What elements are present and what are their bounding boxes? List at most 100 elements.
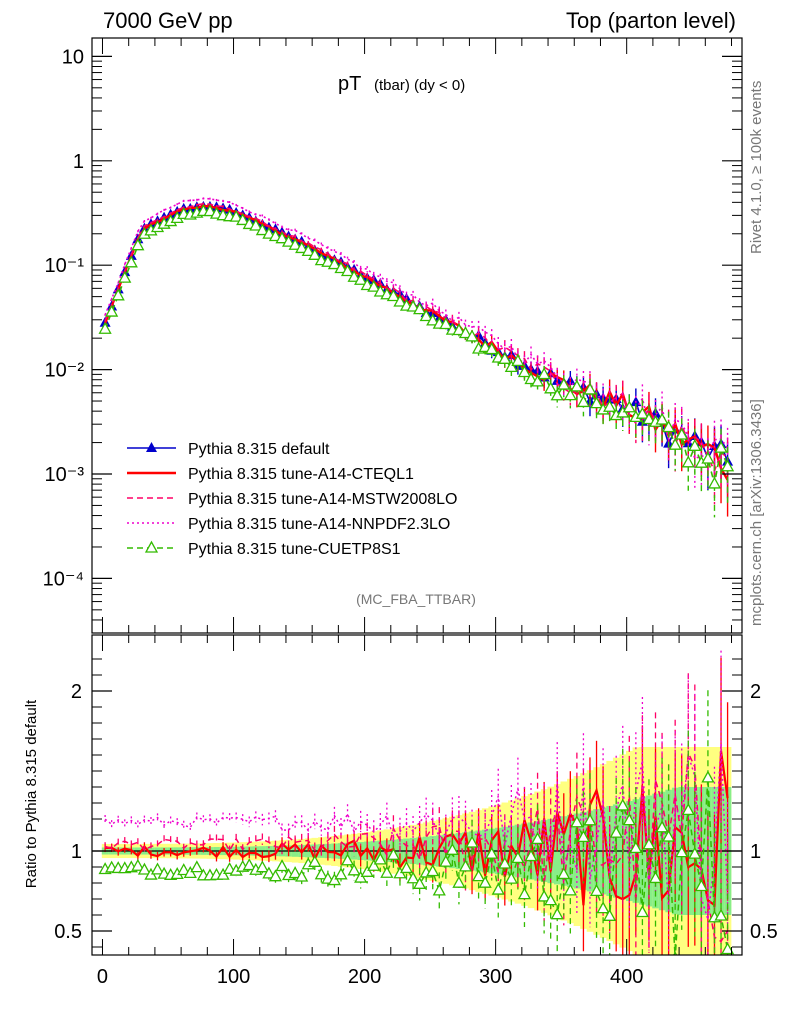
ratio-point [714,908,728,921]
data-point [439,317,453,330]
data-point [354,272,368,285]
data-point [635,406,650,419]
ratio-point [642,837,656,850]
data-point [308,247,322,260]
data-point [544,381,558,394]
data-point [288,237,302,250]
ratio-point [563,883,577,896]
data-point [504,360,518,373]
data-point [124,255,138,268]
legend-entry: Pythia 8.315 tune-A14-NNPDF2.3LO [127,516,450,533]
data-point [465,329,479,342]
ratio-point [681,803,695,816]
ratio-point [426,864,440,877]
data-point [452,323,466,336]
data-point [524,372,538,385]
ratio-point [262,866,276,879]
ratio-point [308,854,322,867]
data-point [576,395,591,408]
ratio-point [439,854,453,867]
data-point [281,234,296,247]
ratio-point [603,908,617,921]
ratio-point [701,770,715,783]
data-point [131,238,145,251]
data-point [668,437,682,450]
ratio-point [688,846,702,859]
data-point [347,269,361,282]
ratio-point [373,852,387,865]
data-point [642,412,656,425]
ratio-point [675,845,689,858]
legend-entry: Pythia 8.315 default [127,441,330,458]
analysis-tag: (MC_FBA_TTBAR) [356,591,476,607]
ratio-point [616,798,630,811]
ratio-point [570,815,584,828]
data-point [367,279,381,292]
ratio-point [314,867,328,880]
y-tick-label: 1 [73,151,84,173]
ratio-point [452,875,466,888]
ratio-line [104,750,729,943]
data-point [340,264,355,277]
legend-marker [146,442,157,452]
series-2 [104,202,729,505]
data-point [419,309,433,322]
series-4 [98,204,735,518]
legend-label: Pythia 8.315 tune-A14-NNPDF2.3LO [188,516,450,533]
ratio-point [589,883,604,896]
x-tick-label: 200 [348,966,381,988]
ratio-point [544,893,558,906]
ratio-point [406,871,420,884]
data-point [537,367,551,380]
data-point [714,440,728,453]
data-point [662,420,676,433]
ratio-y-label: 1 [71,841,82,863]
data-point [301,244,315,257]
data-point [334,261,348,274]
ratio-point [327,873,342,886]
y-tick-label: 10⁻⁴ [43,568,84,590]
data-point [406,299,420,312]
rivet-version-text: Rivet 4.1.0, ≥ 100k events [748,81,765,254]
ratio-point [537,889,551,902]
legend-entry: Pythia 8.315 tune-CUETP8S1 [127,540,401,558]
ratio-point [340,853,355,866]
ratio-point [576,830,591,843]
legend-label: Pythia 8.315 tune-CUETP8S1 [188,541,401,558]
x-tick-label: 300 [479,966,512,988]
data-point [275,231,289,244]
ratio-point [583,813,597,826]
data-point [550,388,564,401]
ratio-point [622,813,636,826]
data-point [707,476,722,489]
ratio-point [242,858,256,871]
data-point [321,254,335,267]
data-point [262,226,276,239]
data-point [105,304,119,317]
legend-label: Pythia 8.315 tune-A14-CTEQL1 [188,466,414,483]
data-point [557,377,571,390]
ratio-line [104,743,729,920]
mcplots-text: mcplots.cern.ch [arXiv:1306.3436] [748,399,765,626]
data-point [249,218,263,231]
series-line [104,203,729,474]
data-point [681,455,695,468]
data-point [603,399,617,412]
legend-entry: Pythia 8.315 tune-A14-MSTW2008LO [127,491,457,508]
ratio-point [288,866,302,879]
ratio-point [609,825,623,838]
ratio-point [445,842,459,855]
energy-label: 7000 GeV pp [103,8,233,33]
ratio-point [511,851,525,864]
ratio-y-label-right: 0.5 [750,921,778,943]
y-tick-label: 10 [62,46,84,68]
plot-title: pT [338,73,361,95]
main-plot: 10 1 10⁻¹ 10⁻² 10⁻³ 10⁻⁴ pT (tbar) (dy < 0) (… [43,37,743,634]
y-tick-label: 10⁻¹ [45,255,85,277]
data-point [589,396,604,409]
ratio-point [629,841,643,854]
ratio-point [354,870,368,883]
ratio-point [694,879,708,892]
data-point [393,294,407,307]
